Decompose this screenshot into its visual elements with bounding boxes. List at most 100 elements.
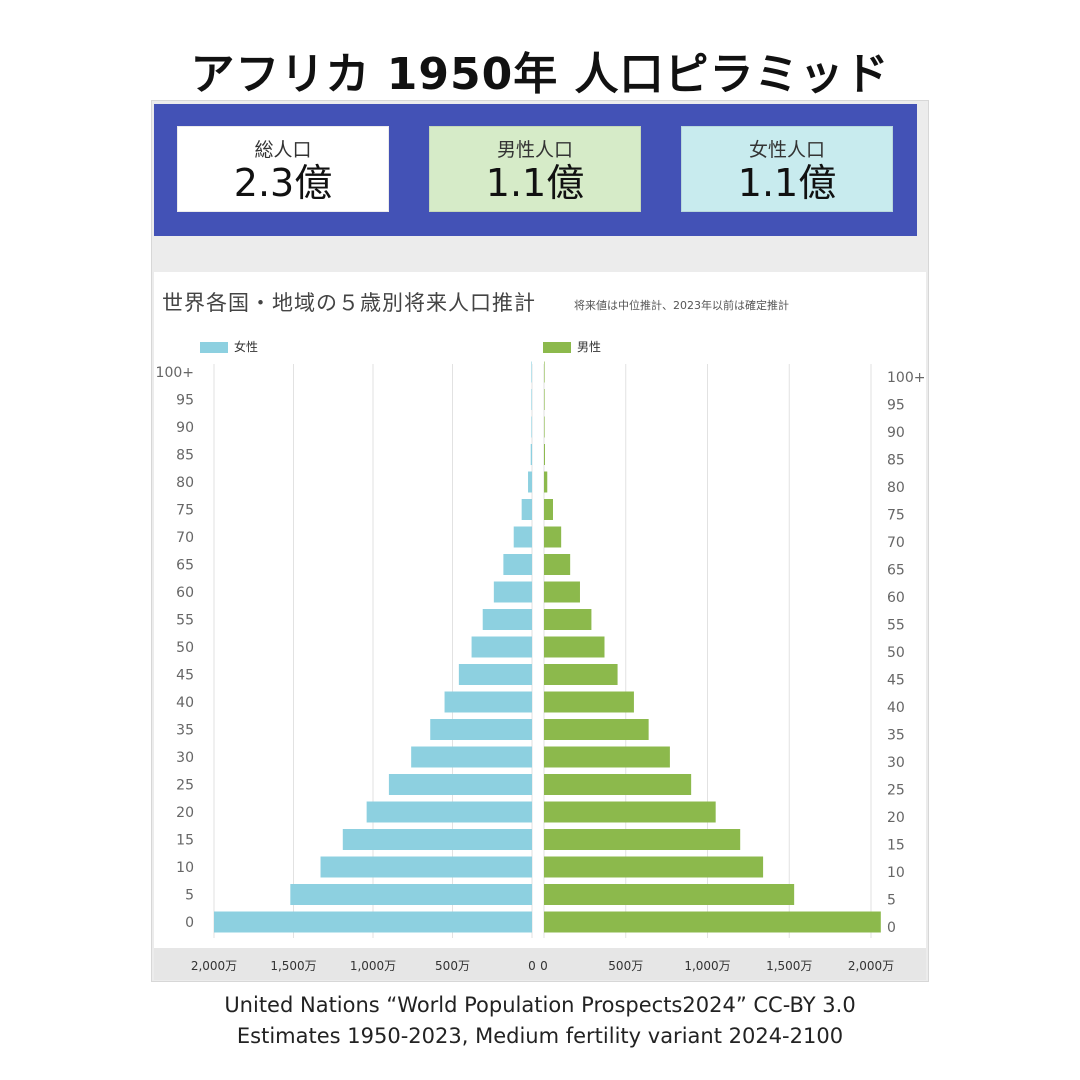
bar-male-10 bbox=[544, 856, 764, 878]
age-label-right-50: 50 bbox=[887, 645, 905, 661]
bar-male-60 bbox=[544, 581, 580, 603]
bar-female-35 bbox=[430, 719, 532, 740]
female-population-box: 女性人口 1.1億 bbox=[681, 126, 893, 212]
age-label-left-50: 50 bbox=[176, 640, 194, 656]
legend-male-swatch bbox=[543, 342, 571, 353]
bar-male-45 bbox=[544, 664, 618, 685]
legend-female-label: 女性 bbox=[234, 340, 259, 354]
age-label-right-65: 65 bbox=[887, 563, 905, 579]
bar-female-25 bbox=[388, 774, 532, 795]
age-label-left-0: 0 bbox=[185, 915, 194, 931]
legend-male: 男性 bbox=[543, 338, 601, 355]
bar-male-90 bbox=[544, 416, 545, 438]
bar-male-35 bbox=[544, 719, 649, 740]
x-tick-male-4: 2,000万 bbox=[848, 959, 894, 973]
age-label-right-5: 5 bbox=[887, 893, 896, 909]
bar-male-15 bbox=[544, 829, 741, 850]
bar-female-70 bbox=[513, 526, 532, 548]
age-label-right-100+: 100+ bbox=[887, 370, 925, 386]
x-tick-female-0: 2,000万 bbox=[191, 959, 237, 973]
bar-male-100+ bbox=[544, 361, 545, 383]
age-label-left-95: 95 bbox=[176, 393, 194, 409]
bar-female-75 bbox=[521, 499, 532, 520]
bar-male-95 bbox=[544, 389, 545, 410]
bar-female-15 bbox=[342, 829, 532, 850]
age-label-right-85: 85 bbox=[887, 453, 905, 469]
source-line-1: United Nations “World Population Prospec… bbox=[224, 993, 856, 1017]
bar-male-85 bbox=[544, 444, 545, 465]
bar-female-40 bbox=[444, 691, 532, 713]
age-label-right-35: 35 bbox=[887, 728, 905, 744]
bar-male-20 bbox=[544, 801, 716, 823]
bar-female-0 bbox=[214, 911, 532, 933]
bar-female-45 bbox=[458, 664, 532, 685]
age-label-right-45: 45 bbox=[887, 673, 905, 689]
total-population-value: 2.3億 bbox=[233, 161, 333, 205]
age-label-right-10: 10 bbox=[887, 865, 905, 881]
age-label-left-55: 55 bbox=[176, 613, 194, 629]
x-tick-male-1: 500万 bbox=[608, 959, 643, 973]
bar-female-100+ bbox=[531, 361, 532, 383]
age-label-right-40: 40 bbox=[887, 700, 905, 716]
age-label-left-35: 35 bbox=[176, 723, 194, 739]
age-label-left-30: 30 bbox=[176, 750, 194, 766]
age-label-left-80: 80 bbox=[176, 475, 194, 491]
male-population-value: 1.1億 bbox=[485, 161, 585, 205]
x-tick-female-3: 500万 bbox=[435, 959, 470, 973]
age-label-right-95: 95 bbox=[887, 398, 905, 414]
bar-female-80 bbox=[528, 471, 532, 493]
age-label-right-55: 55 bbox=[887, 618, 905, 634]
age-label-right-25: 25 bbox=[887, 783, 905, 799]
male-population-box: 男性人口 1.1億 bbox=[429, 126, 641, 212]
bar-male-5 bbox=[544, 884, 795, 905]
bar-female-90 bbox=[531, 416, 532, 438]
bar-female-20 bbox=[366, 801, 532, 823]
age-label-left-15: 15 bbox=[176, 833, 194, 849]
bar-female-50 bbox=[471, 636, 532, 658]
age-label-right-0: 0 bbox=[887, 920, 896, 936]
bar-male-0 bbox=[544, 911, 881, 933]
age-label-right-15: 15 bbox=[887, 838, 905, 854]
age-label-left-100+: 100+ bbox=[156, 365, 194, 381]
age-label-left-75: 75 bbox=[176, 503, 194, 519]
age-label-right-90: 90 bbox=[887, 425, 905, 441]
age-label-right-60: 60 bbox=[887, 590, 905, 606]
legend-female-swatch bbox=[200, 342, 228, 353]
age-label-left-45: 45 bbox=[176, 668, 194, 684]
x-tick-male-2: 1,000万 bbox=[684, 959, 730, 973]
total-population-label: 総人口 bbox=[254, 139, 312, 161]
bar-male-55 bbox=[544, 609, 592, 630]
bar-female-95 bbox=[531, 389, 532, 410]
age-label-right-30: 30 bbox=[887, 755, 905, 771]
page-title: アフリカ 1950年 人口ピラミッド bbox=[190, 49, 890, 100]
age-label-left-65: 65 bbox=[176, 558, 194, 574]
age-label-right-20: 20 bbox=[887, 810, 905, 826]
female-population-label: 女性人口 bbox=[748, 139, 825, 161]
bar-male-75 bbox=[544, 499, 553, 520]
x-tick-female-2: 1,000万 bbox=[350, 959, 396, 973]
x-tick-male-0: 0 bbox=[540, 959, 548, 973]
chart-card bbox=[154, 272, 926, 948]
age-label-left-10: 10 bbox=[176, 860, 194, 876]
bar-female-55 bbox=[482, 609, 532, 630]
bar-female-85 bbox=[530, 444, 532, 465]
age-label-left-85: 85 bbox=[176, 448, 194, 464]
age-label-left-5: 5 bbox=[185, 888, 194, 904]
bar-male-65 bbox=[544, 554, 571, 575]
x-tick-male-3: 1,500万 bbox=[766, 959, 812, 973]
age-label-left-20: 20 bbox=[176, 805, 194, 821]
source-line-2: Estimates 1950-2023, Medium fertility va… bbox=[236, 1024, 844, 1048]
legend-female: 女性 bbox=[200, 338, 258, 355]
source-credit: United Nations “World Population Prospec… bbox=[0, 990, 1080, 1052]
female-population-value: 1.1億 bbox=[737, 161, 837, 205]
bar-male-80 bbox=[544, 471, 548, 493]
bar-male-30 bbox=[544, 746, 670, 768]
bar-female-65 bbox=[503, 554, 532, 575]
age-label-left-60: 60 bbox=[176, 585, 194, 601]
bar-male-70 bbox=[544, 526, 562, 548]
x-tick-female-4: 0 bbox=[528, 959, 536, 973]
bar-male-25 bbox=[544, 774, 692, 795]
age-label-right-70: 70 bbox=[887, 535, 905, 551]
bar-female-5 bbox=[290, 884, 532, 905]
